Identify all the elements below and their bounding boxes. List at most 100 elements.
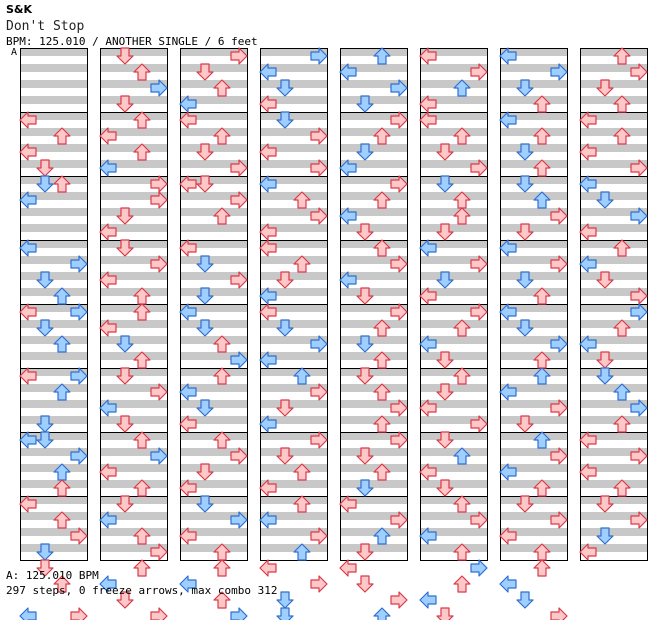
up-arrow-icon [613,239,631,257]
beat-stripe [340,240,408,248]
up-arrow-icon [293,255,311,273]
up-arrow-icon [613,383,631,401]
left-arrow-icon [99,575,117,593]
right-arrow-icon [630,159,648,177]
beat-stripe [340,256,408,264]
beat-stripe [260,512,328,520]
up-arrow-icon [453,319,471,337]
beat-stripe [100,96,168,104]
left-arrow-icon [579,223,597,241]
up-arrow-icon [533,479,551,497]
beat-stripe [420,368,488,376]
right-arrow-icon [230,447,248,465]
beat-stripe [180,272,248,280]
down-arrow-icon [356,367,374,385]
right-arrow-icon [390,591,408,609]
beat-stripe [420,512,488,520]
measure-box [500,496,568,561]
beat-stripe [100,224,168,232]
beat-stripe [500,496,568,504]
beat-stripe [500,192,568,200]
beat-stripe [20,464,88,472]
down-arrow-icon [196,63,214,81]
left-arrow-icon [19,495,37,513]
beat-stripe [260,352,328,360]
beat-stripe [420,288,488,296]
up-arrow-icon [133,479,151,497]
beat-stripe [260,528,328,536]
down-arrow-icon [196,255,214,273]
beat-stripe [260,448,328,456]
up-arrow-icon [613,319,631,337]
up-arrow-icon [213,367,231,385]
right-arrow-icon [150,191,168,209]
left-arrow-icon [499,383,517,401]
left-arrow-icon [339,271,357,289]
down-arrow-icon [116,335,134,353]
beat-stripe [420,416,488,424]
up-arrow-icon [53,479,71,497]
up-arrow-icon [613,479,631,497]
right-arrow-icon [70,367,88,385]
song-title: Don't Stop [6,19,85,34]
beat-stripe [500,96,568,104]
right-arrow-icon [470,255,488,273]
up-arrow-icon [53,335,71,353]
left-arrow-icon [339,495,357,513]
beat-stripe [100,144,168,152]
left-arrow-icon [179,575,197,593]
right-arrow-icon [150,607,168,620]
beat-stripe [180,336,248,344]
down-arrow-icon [276,447,294,465]
beat-stripe [580,64,648,72]
song-info: BPM: 125.010 / ANOTHER SINGLE / 6 feet [6,35,258,48]
right-arrow-icon [470,511,488,529]
beat-stripe [420,272,488,280]
beat-stripe [180,240,248,248]
beat-stripe [100,384,168,392]
up-arrow-icon [133,351,151,369]
beat-stripe [500,256,568,264]
right-arrow-icon [550,607,568,620]
beat-stripe [580,528,648,536]
down-arrow-icon [516,79,534,97]
beat-stripe [100,336,168,344]
up-arrow-icon [613,127,631,145]
down-arrow-icon [276,111,294,129]
down-arrow-icon [276,319,294,337]
down-arrow-icon [36,271,54,289]
beat-stripe [500,240,568,248]
left-arrow-icon [179,479,197,497]
down-arrow-icon [516,143,534,161]
right-arrow-icon [150,175,168,193]
down-arrow-icon [436,431,454,449]
right-arrow-icon [630,63,648,81]
beat-stripe [180,416,248,424]
up-arrow-icon [533,431,551,449]
beat-stripe [260,384,328,392]
beat-stripe [420,208,488,216]
up-arrow-icon [373,239,391,257]
left-arrow-icon [579,143,597,161]
right-arrow-icon [470,303,488,321]
beat-stripe [180,512,248,520]
left-arrow-icon [259,415,277,433]
right-arrow-icon [470,415,488,433]
beat-stripe [20,80,88,88]
beat-stripe [340,512,408,520]
left-arrow-icon [99,319,117,337]
down-arrow-icon [36,175,54,193]
beat-stripe [20,112,88,120]
beat-stripe [180,320,248,328]
down-arrow-icon [36,159,54,177]
beat-stripe [420,112,488,120]
beat-stripe [20,448,88,456]
beat-stripe [580,416,648,424]
beat-stripe [260,128,328,136]
beat-stripe [20,416,88,424]
right-arrow-icon [550,207,568,225]
left-arrow-icon [259,143,277,161]
beat-stripe [340,64,408,72]
beat-stripe [180,80,248,88]
